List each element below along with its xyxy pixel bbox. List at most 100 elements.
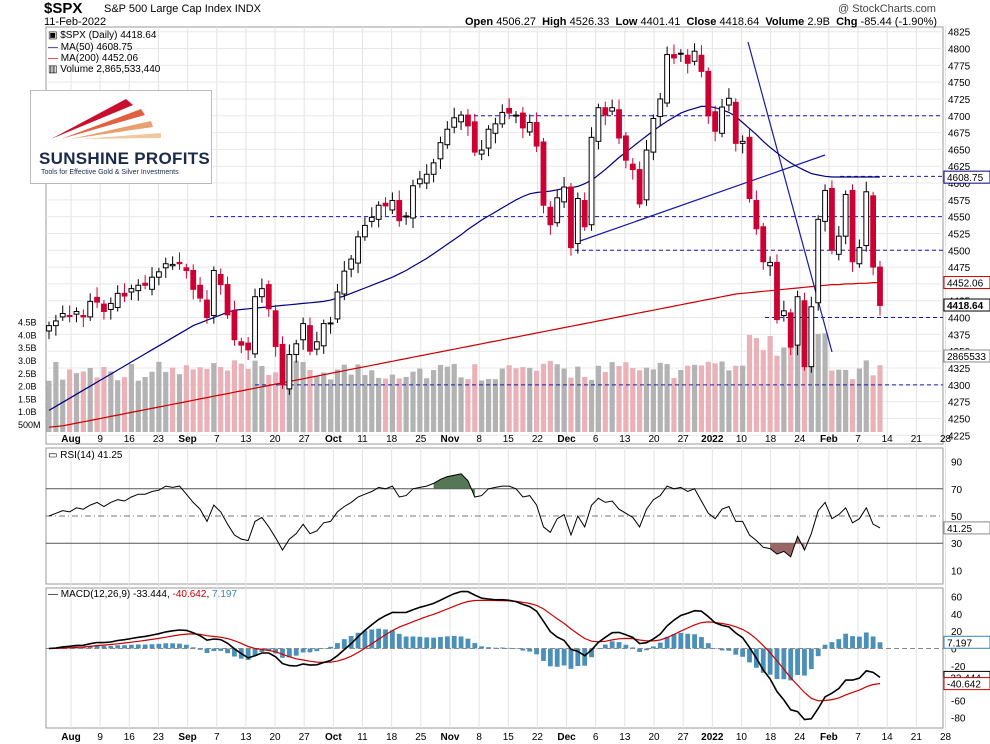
x-tick-label: 8 xyxy=(476,434,482,445)
macd-histogram-bar xyxy=(705,643,711,649)
candle-body xyxy=(87,300,94,318)
macd-histogram-bar xyxy=(699,637,704,649)
macd-histogram-bar xyxy=(685,633,691,649)
macd-histogram-bar xyxy=(822,644,828,649)
macd-histogram-bar xyxy=(671,634,677,649)
x-tick-label: 24 xyxy=(794,434,806,445)
volume-bar xyxy=(300,361,306,432)
macd-histogram-bar xyxy=(80,646,86,649)
candle-body xyxy=(458,114,464,123)
macd-histogram-bar xyxy=(245,648,251,660)
x-tick-label: 20 xyxy=(269,732,281,743)
volume-bar xyxy=(279,376,286,432)
volume-bar xyxy=(767,335,773,432)
x-tick-label: 7 xyxy=(214,732,220,743)
candle-body xyxy=(334,291,341,320)
candle-body xyxy=(265,284,272,310)
volume-bar xyxy=(479,380,485,432)
candle-body xyxy=(540,141,547,206)
price-tick-label: 4325 xyxy=(948,364,971,375)
volume-bar xyxy=(602,371,608,432)
volume-bar xyxy=(616,366,622,432)
volume-bar xyxy=(53,361,59,432)
candle-body xyxy=(526,122,533,133)
candle-body xyxy=(650,117,657,153)
x-tick-label: Dec xyxy=(557,434,576,445)
macd-histogram-bar xyxy=(328,646,333,649)
macd-histogram-bar xyxy=(280,648,285,658)
macd-histogram-bar xyxy=(637,648,643,652)
candle-body xyxy=(760,226,767,263)
rsi-line xyxy=(48,473,881,558)
x-tick-label: 13 xyxy=(619,732,631,743)
macd-histogram-bar xyxy=(664,636,670,649)
candle-body xyxy=(341,270,348,295)
x-tick-label: 23 xyxy=(153,434,165,445)
candle-body xyxy=(465,114,471,127)
volume-bar xyxy=(554,364,560,432)
candle-body xyxy=(121,292,128,297)
volume-bar xyxy=(760,350,766,432)
x-tick-label: 21 xyxy=(911,732,923,743)
candle-body xyxy=(293,343,300,356)
candle-body xyxy=(616,109,622,139)
macd-histogram-bar xyxy=(506,647,512,649)
candle-body xyxy=(313,341,320,350)
volume-bar xyxy=(149,371,155,432)
candle-body xyxy=(245,342,252,351)
price-tick-label: 4600 xyxy=(948,179,971,190)
ma200-value-tag: 4452.06 xyxy=(947,279,984,290)
candle-body xyxy=(348,258,355,270)
candle-body xyxy=(437,142,444,160)
candle-body xyxy=(396,200,403,222)
rsi-legend: ▭ RSI(14) 41.25 xyxy=(48,450,123,461)
macd-histogram-bar xyxy=(781,648,787,680)
x-tick-label: 23 xyxy=(153,732,165,743)
macd-histogram-bar xyxy=(225,648,230,654)
macd-histogram-bar xyxy=(472,643,478,649)
candle-body xyxy=(279,343,286,386)
rsi-value-tag: 41.25 xyxy=(947,524,972,535)
macd-histogram-bar xyxy=(149,644,155,649)
candle-body xyxy=(780,310,787,317)
volume-bar xyxy=(197,367,203,432)
candle-body xyxy=(66,315,73,318)
candle-body xyxy=(877,266,883,306)
macd-tick-label: -60 xyxy=(951,696,966,707)
rsi-tick-label: 10 xyxy=(951,566,963,577)
candle-body xyxy=(561,186,567,203)
volume-bar xyxy=(547,360,553,432)
volume-bar xyxy=(231,360,238,432)
macd-tick-label: -20 xyxy=(951,662,966,673)
volume-bar xyxy=(540,363,547,432)
macd-histogram-bar xyxy=(232,648,237,657)
volume-bar xyxy=(568,377,574,432)
volume-bar xyxy=(218,367,224,432)
x-tick-label: 22 xyxy=(532,434,544,445)
candle-body xyxy=(753,200,760,230)
candle-body xyxy=(684,54,691,64)
candle-body xyxy=(46,325,52,332)
candle-body xyxy=(224,284,231,316)
x-tick-label: 16 xyxy=(124,434,136,445)
candle-body xyxy=(169,263,176,267)
ohlc-readout: Open 4506.27 High 4526.33 Low 4401.41 Cl… xyxy=(465,16,937,28)
x-tick-label: 2022 xyxy=(701,434,724,445)
macd-histogram-bar xyxy=(383,629,388,649)
candle-body xyxy=(259,288,265,298)
macd-histogram-bar xyxy=(719,648,725,651)
panel-frame-3 xyxy=(45,587,944,729)
x-tick-label: 27 xyxy=(678,434,690,445)
volume-bar xyxy=(657,362,663,432)
macd-histogram-bar xyxy=(541,648,546,661)
rsi-overbought-fill xyxy=(433,473,475,497)
candle-body xyxy=(492,123,499,134)
candle-body xyxy=(787,312,794,348)
macd-histogram-bar xyxy=(300,648,306,653)
candle-body xyxy=(870,195,877,268)
x-tick-label: 13 xyxy=(240,732,252,743)
x-tick-label: 7 xyxy=(214,434,220,445)
volume-bar xyxy=(293,360,299,432)
candle-body xyxy=(471,121,478,153)
